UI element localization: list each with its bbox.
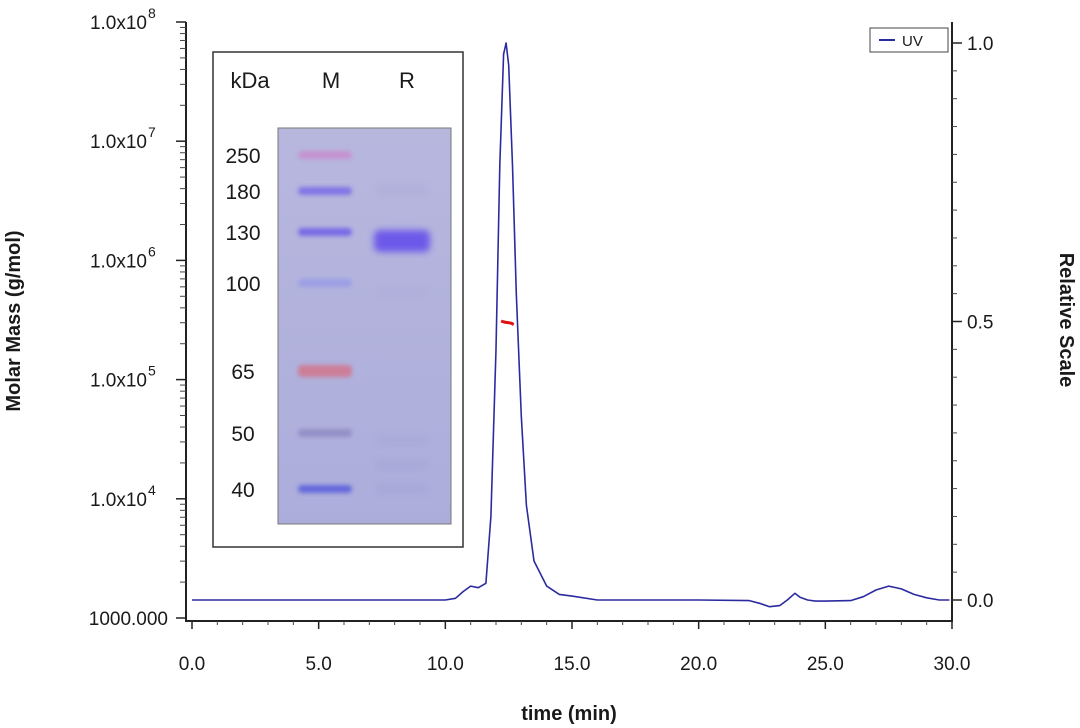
gel-marker-band [298,151,352,159]
y-left-tick-exponent: 8 [148,5,156,21]
gel-marker-label: 65 [231,361,254,384]
series-uv-line [192,42,950,608]
legend: UV [869,27,949,53]
y-left-tick-label: 1000.000 [89,609,168,630]
y-left-tick-label: 1.0x10 [90,371,147,392]
gel-marker-label: 100 [225,273,260,296]
y-right-tick-label: 1.0 [967,34,993,55]
gel-sample-faint-band [376,185,428,195]
gel-sample-faint-band [376,435,428,445]
gel-marker-band [298,279,352,287]
y-right-axis-title: Relative Scale [1055,253,1077,388]
gel-sample-faint-band [376,287,428,297]
y-left-tick-label: 1.0x10 [90,251,147,272]
gel-sample-faint-band [376,484,428,494]
gel-sample-faint-band [376,460,428,470]
y-left-tick-label: 1.0x10 [90,132,147,153]
gel-marker-label: 250 [225,145,260,168]
y-left-axis-title: Molar Mass (g/mol) [3,230,25,411]
x-tick-label: 15.0 [554,654,591,675]
y-right-tick-label: 0.5 [967,313,993,334]
gel-sample-band [374,230,430,252]
y-right-tick-label: 0.0 [967,591,993,612]
y-left-tick-exponent: 7 [148,124,156,140]
gel-marker-band [298,187,352,195]
gel-units-label: kDa [230,68,270,93]
x-tick-label: 10.0 [427,654,464,675]
gel-bands [298,151,430,494]
y-left-tick-exponent: 6 [148,243,156,259]
x-tick-label: 30.0 [934,654,971,675]
gel-marker-band [298,429,352,437]
gel-marker-band [298,228,352,236]
x-tick-label: 5.0 [305,654,331,675]
gel-lane-sample-label: R [399,68,415,93]
gel-marker-label: 180 [225,181,260,204]
x-tick-label: 0.0 [179,654,205,675]
gel-marker-label: 130 [225,222,260,245]
gel-marker-labels: 250 180 130 100 65 50 40 [225,145,260,502]
y-left-tick-label: 1.0x10 [90,13,147,34]
gel-lane-marker-label: M [322,68,340,93]
y-left-tick-exponent: 5 [148,363,156,379]
series-layer [192,42,950,608]
y-left-tick-label: 1.0x10 [90,490,147,511]
gel-marker-label: 40 [231,479,254,502]
y-right-axis-ticks: 0.0 0.5 1.0 [952,34,993,612]
x-axis-ticks: 0.0 5.0 10.0 15.0 20.0 25.0 30.0 [179,621,971,675]
x-tick-label: 20.0 [680,654,717,675]
gel-marker-label: 50 [231,423,254,446]
gel-marker-band [298,485,352,493]
x-axis-title: time (min) [521,703,617,725]
x-tick-label: 25.0 [807,654,844,675]
gel-marker-band [298,365,352,377]
legend-label-uv: UV [902,33,923,50]
gel-inset: kDa M R 250 180 130 100 65 50 40 [212,51,464,548]
molar-mass-series-line [500,319,515,326]
y-left-tick-exponent: 4 [148,482,156,498]
